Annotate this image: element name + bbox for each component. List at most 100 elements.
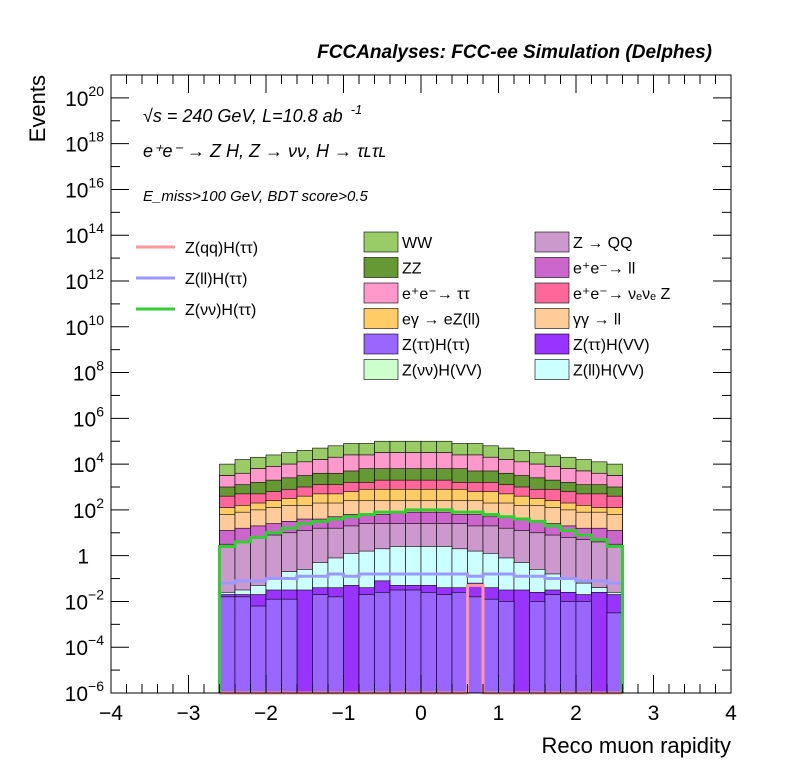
stack-bar (420, 591, 437, 694)
legend-box-label: Z → QQ (573, 235, 633, 252)
stack-series-z-h (219, 589, 623, 694)
stack-bar (234, 596, 251, 694)
legend-box-swatch (534, 257, 570, 278)
stack-bar (560, 601, 577, 694)
y-tick-label: 10−4 (65, 632, 105, 660)
legend-line-label: Z(ll)H(ττ) (185, 271, 247, 288)
legend-box-swatch (534, 359, 570, 380)
y-tick-exponent: −6 (88, 678, 104, 694)
y-tick-label: 1020 (65, 83, 104, 111)
legend-box-label: Z(ττ)H(VV) (573, 337, 650, 354)
y-tick-base: 10 (65, 134, 88, 157)
legend-box-label: Z(ττ)H(ττ) (402, 337, 470, 354)
y-tick-exponent: 6 (96, 403, 104, 419)
x-tick-label: 1 (493, 702, 505, 725)
stack-bar (482, 598, 499, 694)
annotation-process: e⁺e⁻ → Z H, Z → νν, H → τʟτʟ (143, 141, 387, 161)
legend-box-label: ZZ (402, 261, 422, 278)
stack-bar (250, 605, 267, 694)
stack-bar (343, 585, 360, 694)
legend-box-swatch (534, 282, 570, 304)
y-tick-label: 1016 (65, 174, 104, 202)
y-tick-label: 10−2 (65, 586, 105, 614)
legend-line-label: Z(qq)H(ττ) (185, 240, 258, 257)
stack-bar (296, 589, 313, 694)
y-tick-exponent: 16 (88, 174, 104, 190)
y-tick-base: 10 (65, 225, 88, 248)
legend-box-swatch (363, 257, 399, 278)
stack-bar (405, 589, 422, 694)
axis-tick-labels: −4 −3 −2 −1 0 1 2 3 410−610−410−2110210410610810… (65, 83, 737, 725)
y-tick-base: 10 (65, 179, 88, 202)
y-tick-label: 102 (73, 495, 104, 523)
stack-bar (606, 612, 623, 694)
y-tick-base: 10 (65, 683, 88, 706)
y-tick-base: 10 (73, 454, 96, 477)
y-tick-base: 10 (73, 363, 96, 386)
y-tick-base: 10 (65, 637, 88, 660)
stack-bar (281, 598, 298, 694)
legend-box-swatch (534, 231, 570, 253)
y-tick-exponent: 20 (88, 83, 104, 99)
legend-box-label: γγ → ll (573, 312, 621, 329)
annotation-energy-text: √s = 240 GeV, L=10.8 ab (143, 106, 343, 126)
stack-bar (591, 591, 608, 694)
stack-bar (467, 596, 484, 694)
y-tick-label: 10−6 (65, 678, 105, 706)
signal-line-1 (218, 572, 624, 693)
x-tick-label: 2 (570, 702, 582, 725)
annotation-energy: √s = 240 GeV, L=10.8 ab -1 (143, 102, 362, 126)
x-tick-label: 4 (725, 702, 737, 725)
y-tick-label: 104 (73, 449, 104, 477)
stack-bar (529, 601, 546, 694)
y-tick-base: 10 (73, 408, 96, 431)
chart-title: FCCAnalyses: FCC-ee Simulation (Delphes) (317, 42, 712, 63)
stack-bar (265, 598, 282, 694)
stack-bar (358, 594, 375, 694)
legend-box-swatch (363, 282, 399, 304)
y-tick-exponent: 2 (96, 495, 104, 511)
y-tick-exponent: 18 (88, 129, 104, 145)
x-tick-label: −3 (177, 702, 201, 725)
stack-bar (451, 591, 468, 694)
legend: Z(qq)H(ττ) Z(ll)H(ττ) Z(νν)H(ττ) WW Z → QQ ZZ… (136, 231, 670, 380)
stack-bar (389, 589, 406, 694)
y-tick-exponent: 10 (88, 312, 104, 328)
y-tick-base: 10 (65, 88, 88, 111)
legend-box-label: e⁺e⁻→ νₑνₑ Z (573, 286, 670, 303)
y-tick-label: 1014 (65, 220, 104, 248)
legend-box-label: Z(ll)H(VV) (573, 363, 644, 380)
stack-bar (327, 596, 344, 694)
y-tick-exponent: −4 (88, 632, 104, 648)
legend-box-label: WW (402, 235, 433, 252)
stack-bar (498, 601, 515, 694)
axis-ticks (110, 74, 732, 694)
stack-bar (219, 596, 236, 694)
stack-bar (544, 594, 561, 694)
y-tick-label: 106 (73, 403, 104, 431)
stack-bar (513, 589, 530, 694)
legend-line-label: Z(νν)H(ττ) (185, 302, 256, 319)
legend-box-swatch (363, 359, 399, 380)
y-tick-exponent: 14 (88, 220, 104, 236)
y-tick-base: 10 (73, 500, 96, 523)
y-tick-exponent: −2 (88, 586, 104, 602)
y-tick-exponent: 8 (96, 358, 104, 374)
y-tick-label: 1018 (65, 129, 104, 157)
y-tick-base: 10 (65, 317, 88, 340)
x-axis-label: Reco muon rapidity (541, 733, 731, 758)
annotation-selection: E_miss>100 GeV, BDT score>0.5 (143, 188, 368, 205)
stack-bar (575, 601, 592, 694)
legend-box-label: Z(νν)H(VV) (402, 363, 482, 380)
x-tick-label: −2 (254, 702, 278, 725)
y-tick-base: 10 (65, 591, 88, 614)
legend-box-swatch (363, 308, 399, 329)
legend-box-swatch (363, 333, 399, 355)
stack-bar (374, 591, 391, 694)
y-axis-label: Events (25, 75, 50, 142)
y-tick-label: 1012 (65, 266, 104, 294)
y-tick-label: 1010 (65, 312, 104, 340)
stacked-histograms (219, 440, 623, 694)
